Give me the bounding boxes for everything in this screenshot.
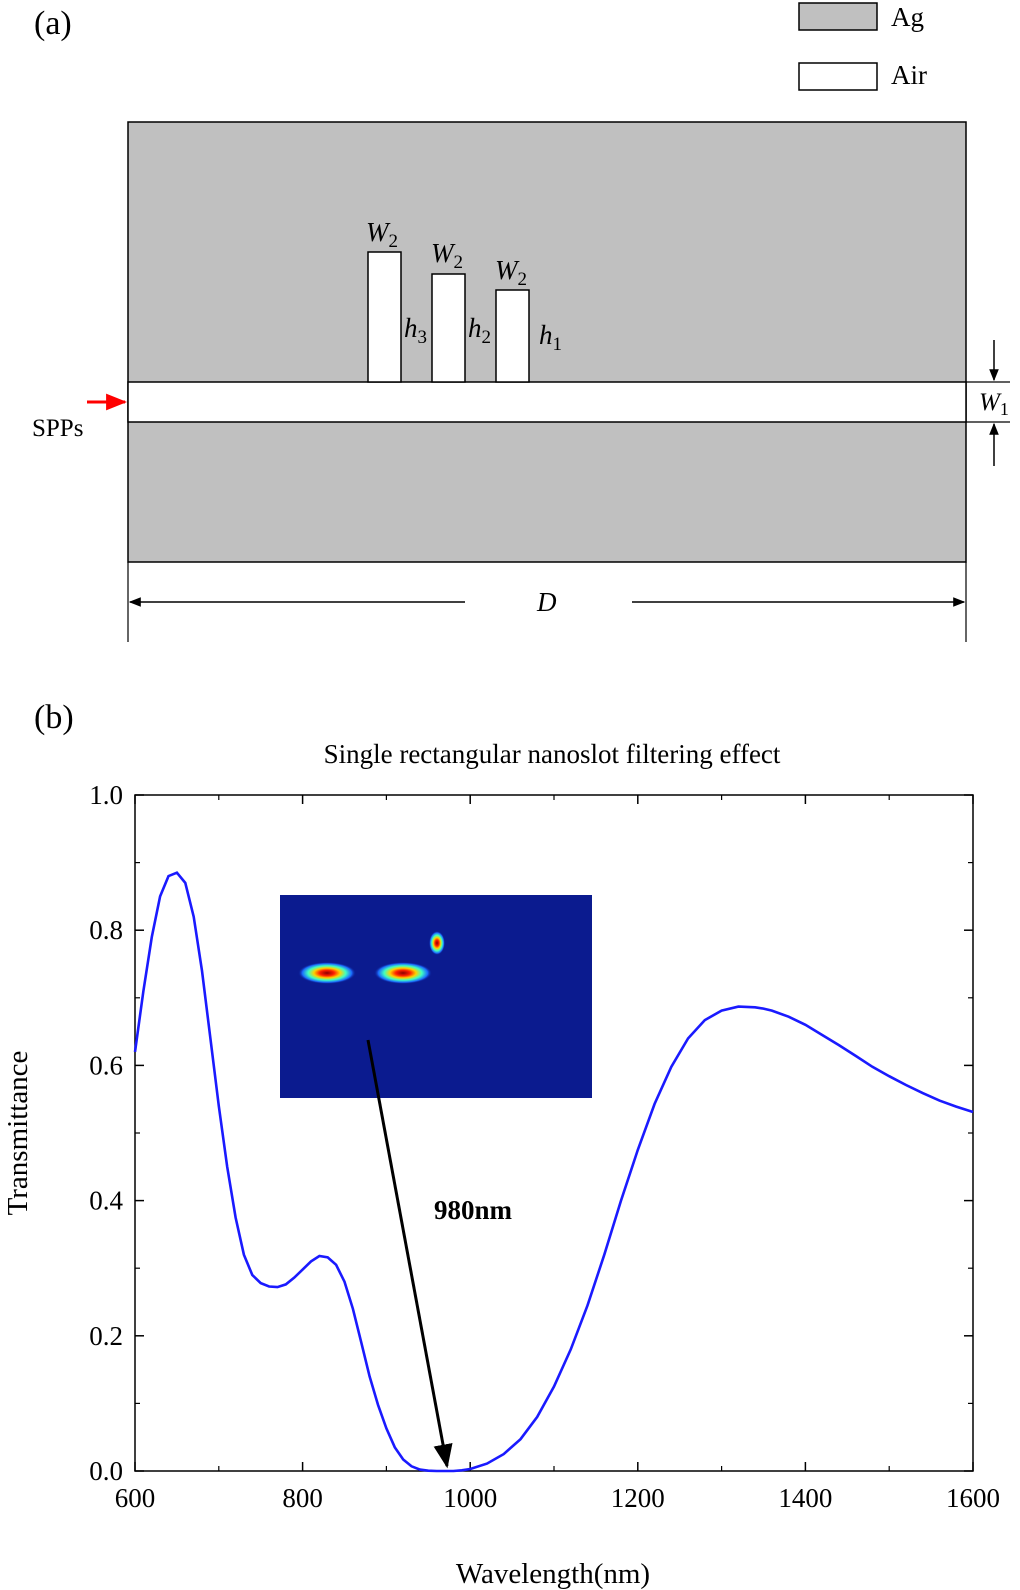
legend-label-air: Air [891,60,927,90]
x-tick-label-800: 800 [282,1483,323,1513]
slot-width-label-3: W2 [366,217,398,252]
height-label-3: h3 [404,313,427,348]
x-tick-label-1200: 1200 [611,1483,665,1513]
slot-width-label-1: W2 [495,255,527,290]
x-tick-label-1000: 1000 [443,1483,497,1513]
legend-label-ag: Ag [891,2,924,32]
length-label: D [536,587,557,617]
x-tick-label-600: 600 [115,1483,156,1513]
annotation-arrow [366,1039,453,1469]
field-inset-background [280,895,592,1098]
y-tick-label-0.4: 0.4 [89,1186,123,1216]
y-tick-label-0.0: 0.0 [89,1456,123,1486]
ag-block [127,121,967,563]
field-hotspot-2 [374,962,432,984]
slot-width-label-2: W2 [431,238,463,273]
field-hotspot-3 [429,931,445,955]
field-hotspot-1 [298,962,356,984]
chart-title: Single rectangular nanoslot filtering ef… [324,739,781,769]
legend-swatch-air [798,62,878,91]
panel-a-label: (a) [34,5,72,42]
nanoslot-1 [495,289,530,383]
y-tick-label-0.8: 0.8 [89,915,123,945]
height-label-1: h1 [539,320,562,355]
nanoslot-3 [367,251,402,383]
panel-b-label: (b) [34,699,74,736]
y-tick-label-0.6: 0.6 [89,1050,123,1080]
field-inset [280,895,592,1098]
spp-input-label: SPPs [32,415,83,442]
transmittance-curve [133,871,974,1473]
annotation-label: 980nm [434,1195,513,1225]
y-axis: 0.0 0.2 0.4 0.6 0.8 1.0 [89,780,973,1486]
y-tick-label-0.2: 0.2 [89,1321,123,1351]
y-axis-label: Transmittance [2,1051,34,1216]
x-axis-label: Wavelength(nm) [456,1558,650,1590]
x-axis: 600 800 1000 1200 1400 1600 [115,795,1000,1513]
x-tick-label-1600: 1600 [946,1483,1000,1513]
legend: Ag Air [798,2,927,91]
panel-a: (a) Ag Air W2 W2 W2 h3 h2 h1 SPPs [32,2,1010,642]
height-label-2: h2 [468,313,491,348]
nanoslot-2 [431,273,466,383]
x-tick-label-1400: 1400 [778,1483,832,1513]
waveguide-width-label: W1 [979,389,1009,419]
air-waveguide [127,381,967,423]
legend-swatch-ag [798,2,878,31]
y-tick-label-1.0: 1.0 [89,780,123,810]
panel-b: (b) Single rectangular nanoslot filterin… [2,699,1000,1590]
